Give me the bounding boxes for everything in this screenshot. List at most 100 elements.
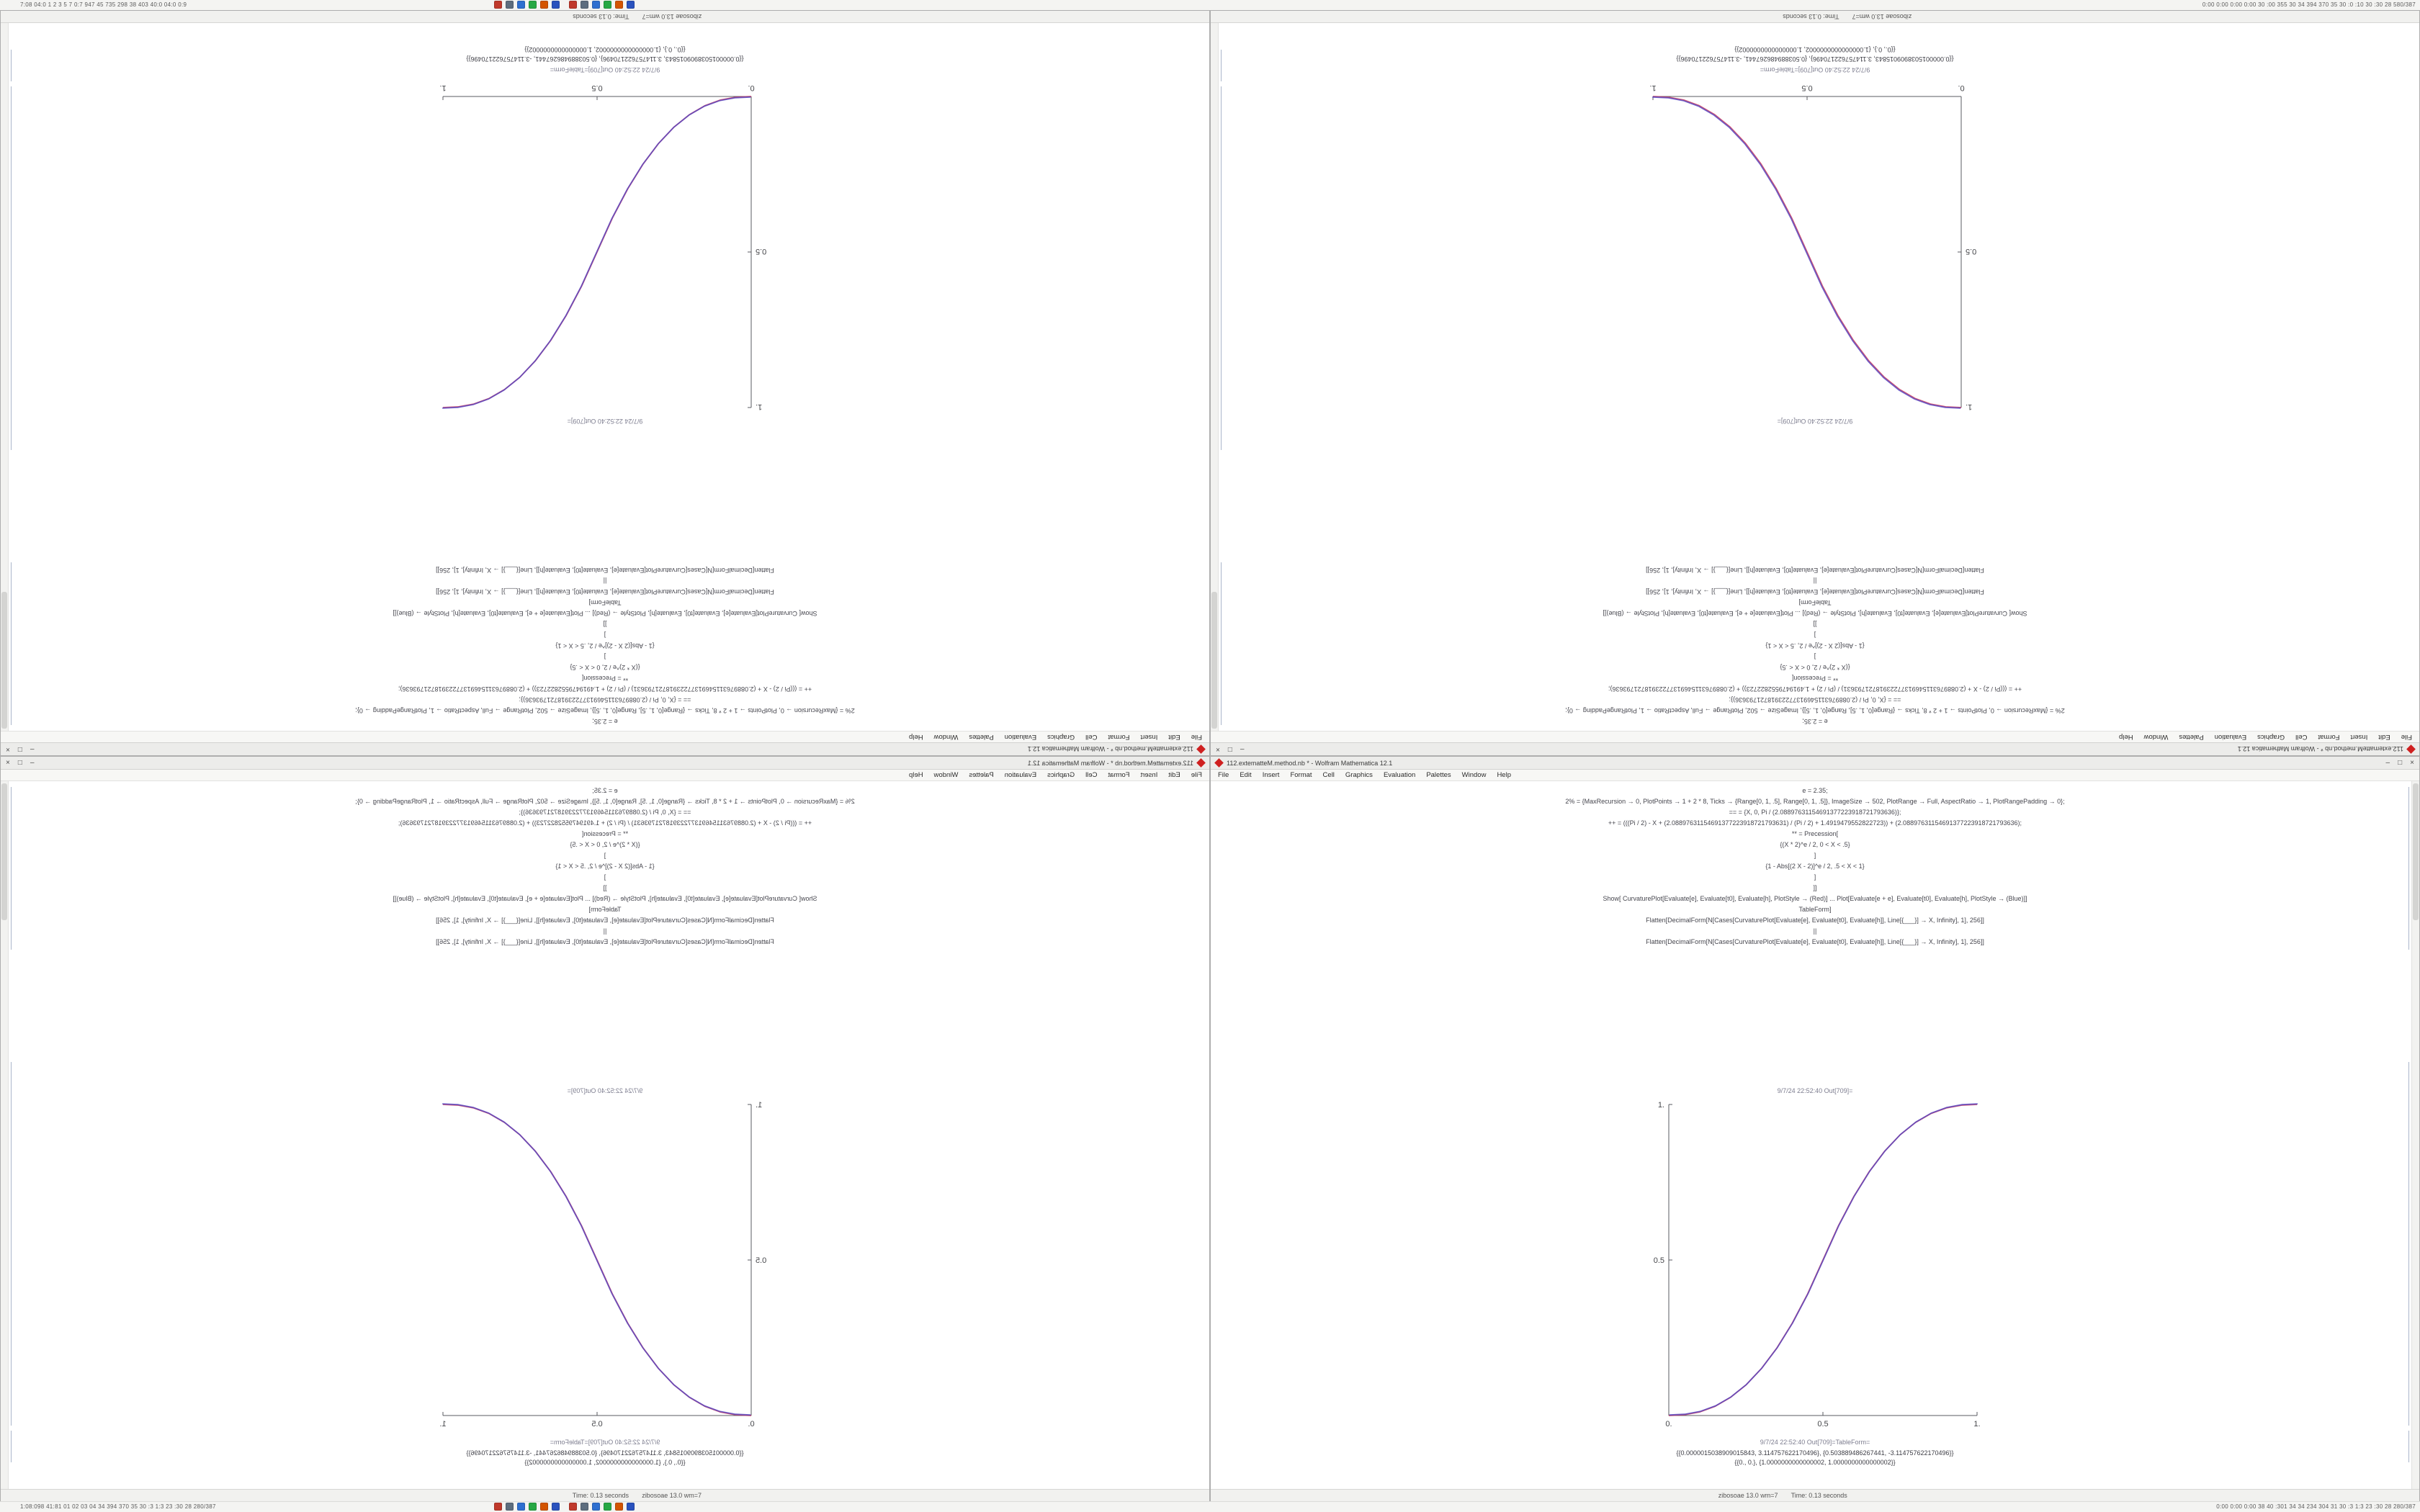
menu-help[interactable]: Help: [909, 733, 923, 741]
menu-evaluation[interactable]: Evaluation: [2214, 733, 2247, 741]
menu-insert[interactable]: Insert: [1262, 771, 1280, 779]
close-button[interactable]: ×: [2410, 758, 2414, 767]
minimize-button[interactable]: –: [1240, 745, 1245, 754]
app-navy-icon[interactable]: [627, 1503, 635, 1511]
app-blue-icon[interactable]: [592, 1503, 600, 1511]
code-line[interactable]: ]]: [603, 621, 607, 628]
code-line[interactable]: ]]: [1813, 621, 1817, 628]
cell-bracket[interactable]: [11, 86, 12, 450]
code-line[interactable]: Flatten[DecimalForm[N[Cases[CurvaturePlo…: [436, 588, 774, 595]
app-green-icon[interactable]: [529, 1503, 537, 1511]
cell-bracket[interactable]: [1221, 562, 1222, 725]
menu-evaluation[interactable]: Evaluation: [1383, 771, 1416, 779]
menu-edit[interactable]: Edit: [1168, 733, 1180, 741]
titlebar[interactable]: 112.extematteM.method.nb * - Wolfram Mat…: [1, 757, 1209, 770]
code-line[interactable]: Flatten[DecimalForm[N[Cases[CurvaturePlo…: [436, 567, 774, 574]
code-line[interactable]: ++ = (((Pi / 2) - X + (2.088976311546913…: [1608, 685, 2022, 693]
code-line[interactable]: {(X * 2)^e / 2, 0 < X < .5}: [570, 841, 640, 848]
maximize-button[interactable]: □: [17, 758, 22, 767]
code-line[interactable]: e = 2.35;: [1802, 787, 1828, 794]
code-line[interactable]: ]: [1814, 873, 1816, 881]
cell-bracket[interactable]: [11, 50, 12, 81]
maximize-button[interactable]: □: [17, 745, 22, 754]
menu-cell[interactable]: Cell: [1085, 733, 1098, 741]
menu-cell[interactable]: Cell: [1322, 771, 1335, 779]
code-line[interactable]: ]: [1814, 631, 1816, 639]
code-line[interactable]: {1 - Abs[(2 X - 2)]^e / 2, .5 < X < 1}: [555, 863, 655, 870]
menu-edit[interactable]: Edit: [1240, 771, 1252, 779]
code-line[interactable]: e = 2.35;: [592, 787, 618, 794]
app-red-icon[interactable]: [569, 1, 577, 9]
cell-bracket[interactable]: [1221, 50, 1222, 81]
menu-palettes[interactable]: Palettes: [1426, 771, 1451, 779]
code-line[interactable]: == = {X, 0, Pi / (2.08897631154691377223…: [1729, 809, 1901, 816]
code-line[interactable]: Show[ CurvaturePlot[Evaluate[e], Evaluat…: [1603, 610, 2027, 617]
menu-edit[interactable]: Edit: [2378, 733, 2390, 741]
menu-file[interactable]: File: [1191, 771, 1202, 779]
app-green-icon[interactable]: [604, 1503, 611, 1511]
maximize-button[interactable]: □: [1227, 745, 1232, 754]
code-line[interactable]: ||: [1813, 927, 1817, 935]
code-line[interactable]: ** = Precession[: [581, 830, 629, 837]
menu-cell[interactable]: Cell: [2295, 733, 2308, 741]
code-line[interactable]: 2% = {MaxRecursion → 0, PlotPoints → 1 +…: [355, 798, 855, 805]
code-line[interactable]: ]: [1814, 653, 1816, 660]
code-line[interactable]: ]]: [1813, 884, 1817, 891]
minimize-button[interactable]: –: [30, 745, 35, 754]
app-green-icon[interactable]: [529, 1, 537, 9]
code-line[interactable]: ||: [603, 577, 607, 585]
vertical-scrollbar[interactable]: [1, 23, 9, 731]
code-line[interactable]: ]: [604, 653, 606, 660]
cell-bracket[interactable]: [2408, 787, 2409, 950]
menu-evaluation[interactable]: Evaluation: [1004, 771, 1037, 779]
menu-evaluation[interactable]: Evaluation: [1004, 733, 1037, 741]
code-line[interactable]: {1 - Abs[(2 X - 2)]^e / 2, .5 < X < 1}: [555, 642, 655, 649]
minimize-button[interactable]: –: [2385, 758, 2390, 767]
scrollbar-thumb[interactable]: [2413, 783, 2419, 920]
code-line[interactable]: 2% = {MaxRecursion → 0, PlotPoints → 1 +…: [355, 707, 855, 714]
vertical-scrollbar[interactable]: [1, 781, 9, 1489]
code-line[interactable]: Show[ CurvaturePlot[Evaluate[e], Evaluat…: [393, 610, 817, 617]
code-line[interactable]: == = {X, 0, Pi / (2.08897631154691377223…: [1729, 696, 1901, 703]
code-line[interactable]: ** = Precession[: [581, 675, 629, 682]
code-line[interactable]: TableForm]: [588, 599, 622, 606]
menu-format[interactable]: Format: [2318, 733, 2340, 741]
menu-help[interactable]: Help: [909, 771, 923, 779]
app-blue-icon[interactable]: [517, 1, 525, 9]
code-line[interactable]: 2% = {MaxRecursion → 0, PlotPoints → 1 +…: [1565, 707, 2065, 714]
code-line[interactable]: Flatten[DecimalForm[N[Cases[CurvaturePlo…: [436, 917, 774, 924]
menu-file[interactable]: File: [1218, 771, 1229, 779]
app-orange-icon[interactable]: [540, 1, 548, 9]
cell-bracket[interactable]: [11, 562, 12, 725]
code-line[interactable]: ]: [1814, 852, 1816, 859]
code-line[interactable]: TableForm]: [588, 906, 622, 913]
code-line[interactable]: ++ = (((Pi / 2) - X + (2.088976311546913…: [398, 819, 812, 827]
code-line[interactable]: Flatten[DecimalForm[N[Cases[CurvaturePlo…: [1646, 917, 1984, 924]
menu-format[interactable]: Format: [1108, 771, 1130, 779]
scrollbar-thumb[interactable]: [1, 783, 7, 920]
code-line[interactable]: ++ = (((Pi / 2) - X + (2.088976311546913…: [1608, 819, 2022, 827]
code-line[interactable]: {(X * 2)^e / 2, 0 < X < .5}: [1780, 664, 1850, 671]
menu-palettes[interactable]: Palettes: [969, 733, 994, 741]
app-red-icon[interactable]: [494, 1, 502, 9]
code-line[interactable]: {1 - Abs[(2 X - 2)]^e / 2, .5 < X < 1}: [1765, 863, 1865, 870]
code-line[interactable]: ** = Precession[: [1791, 675, 1839, 682]
menu-edit[interactable]: Edit: [1168, 771, 1180, 779]
code-line[interactable]: Show[ CurvaturePlot[Evaluate[e], Evaluat…: [393, 895, 817, 902]
code-line[interactable]: ||: [1813, 577, 1817, 585]
cell-bracket[interactable]: [11, 1062, 12, 1426]
code-line[interactable]: ]]: [603, 884, 607, 891]
menu-window[interactable]: Window: [933, 733, 959, 741]
input-cell-group[interactable]: e = 2.35; 2% = {MaxRecursion → 0, PlotPoi…: [355, 564, 854, 726]
cell-bracket[interactable]: [2408, 1062, 2409, 1426]
titlebar[interactable]: 112.extematteM.method.nb * - Wolfram Mat…: [1211, 757, 2419, 770]
maximize-button[interactable]: □: [2398, 758, 2403, 767]
close-button[interactable]: ×: [6, 745, 10, 754]
vertical-scrollbar[interactable]: [2411, 781, 2419, 1489]
code-line[interactable]: Flatten[DecimalForm[N[Cases[CurvaturePlo…: [436, 938, 774, 945]
menu-window[interactable]: Window: [1461, 771, 1487, 779]
scrollbar-thumb[interactable]: [1, 592, 7, 729]
menu-help[interactable]: Help: [1497, 771, 1511, 779]
code-line[interactable]: ]: [604, 873, 606, 881]
menu-file[interactable]: File: [2401, 733, 2412, 741]
